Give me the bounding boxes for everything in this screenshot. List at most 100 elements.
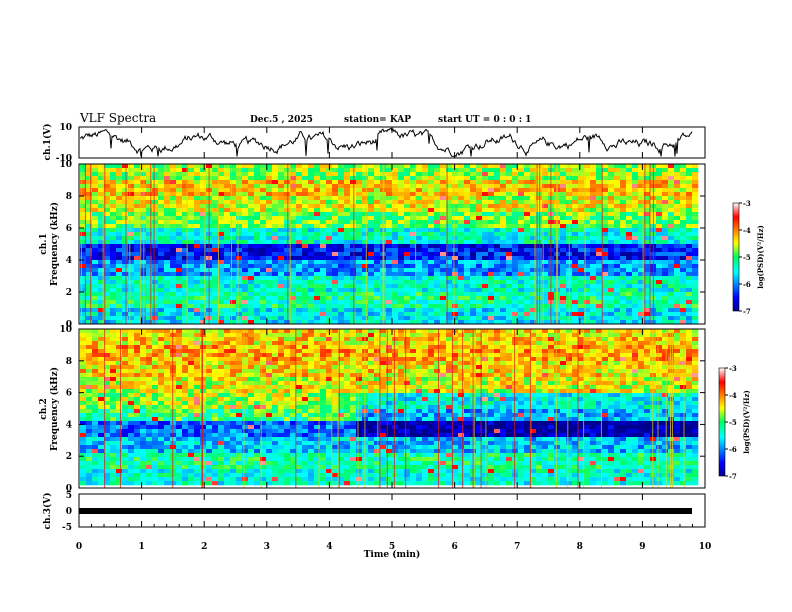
spectrogram-cell — [422, 304, 429, 309]
impulse-streak — [150, 164, 152, 324]
spectrogram-cell — [590, 244, 597, 249]
spectrogram-cell — [572, 180, 579, 185]
spectrogram-cell — [608, 204, 615, 209]
spectrogram-cell — [398, 333, 405, 338]
spectrogram-cell — [596, 333, 603, 338]
spectrogram-cell — [578, 192, 585, 197]
spectrogram-cell — [584, 320, 591, 325]
spectrogram-cell — [446, 216, 453, 221]
spectrogram-cell — [122, 228, 129, 233]
spectrogram-cell — [188, 232, 195, 237]
spectrogram-cell — [584, 240, 591, 245]
spectrogram-cell — [326, 168, 333, 173]
spectrogram-cell — [608, 256, 615, 261]
spectrogram-cell — [248, 164, 255, 169]
spectrogram-cell — [188, 333, 195, 338]
spectrogram-cell — [116, 280, 123, 285]
spectrogram-cell — [422, 172, 429, 177]
spectrogram-cell — [134, 244, 141, 249]
spectrogram-cell — [194, 320, 201, 325]
spectrogram-cell — [392, 240, 399, 245]
spectrogram-cell — [596, 212, 603, 217]
spectrogram-cell — [680, 200, 687, 205]
spectrogram-cell — [596, 345, 603, 350]
spectrogram-cell — [152, 252, 159, 257]
spectrogram-cell — [422, 252, 429, 257]
spectrogram-cell — [596, 196, 603, 201]
spectrogram-cell — [578, 256, 585, 261]
spectrogram-cell — [644, 280, 651, 285]
spectrogram-cell — [110, 212, 117, 217]
spectrogram-cell — [476, 260, 483, 265]
spectrogram-cell — [578, 264, 585, 269]
spectrogram-cell — [158, 248, 165, 253]
spectrogram-cell — [620, 333, 627, 338]
spectrogram-cell — [476, 232, 483, 237]
spectrogram-cell — [134, 304, 141, 309]
spectrogram-cell — [302, 333, 309, 338]
spectrogram-cell — [164, 172, 171, 177]
spectrogram-cell — [248, 284, 255, 289]
spectrogram-cell — [662, 184, 669, 189]
spectrogram-cell — [278, 357, 285, 362]
spectrogram-cell — [614, 341, 621, 346]
spectrogram-cell — [644, 329, 651, 334]
spectrogram-cell — [176, 308, 183, 313]
spectrogram-cell — [428, 329, 435, 334]
spectrogram-cell — [458, 288, 465, 293]
spectrogram-cell — [464, 353, 471, 358]
spectrogram-cell — [188, 228, 195, 233]
spectrogram-cell — [98, 172, 105, 177]
spectrogram-cell — [176, 276, 183, 281]
spectrogram-cell — [242, 188, 249, 193]
spectrogram-cell — [392, 296, 399, 301]
spectrogram-cell — [368, 341, 375, 346]
spectrogram-cell — [440, 333, 447, 338]
spectrogram-cell — [230, 200, 237, 205]
spectrogram-cell — [356, 304, 363, 309]
spectrogram-cell — [218, 184, 225, 189]
spectrogram-cell — [314, 172, 321, 177]
spectrogram-cell — [578, 316, 585, 321]
spectrogram-cell — [374, 345, 381, 350]
spectrogram-cell — [674, 288, 681, 293]
spectrogram-cell — [638, 308, 645, 313]
spectrogram-cell — [668, 200, 675, 205]
spectrogram-cell — [176, 288, 183, 293]
spectrogram-cell — [476, 264, 483, 269]
impulse-streak — [80, 164, 82, 324]
spectrogram-cell — [422, 268, 429, 273]
spectrogram-cell — [476, 312, 483, 317]
spectrogram-cell — [146, 256, 153, 261]
spectrogram-cell — [350, 316, 357, 321]
spectrogram-cell — [152, 329, 159, 334]
spectrogram-cell — [170, 272, 177, 277]
spectrogram-cell — [152, 333, 159, 338]
spectrogram-cell — [194, 308, 201, 313]
spectrogram-cell — [662, 312, 669, 317]
spectrogram-cell — [464, 212, 471, 217]
spectrogram-cell — [122, 312, 129, 317]
spectrogram-cell — [314, 256, 321, 261]
spectrogram-cell — [608, 308, 615, 313]
impulse-streak — [208, 164, 210, 324]
spectrogram-cell — [194, 184, 201, 189]
spectrogram-cell — [86, 172, 93, 177]
spectrogram-cell — [218, 172, 225, 177]
spectrogram-cell — [236, 276, 243, 281]
spectrogram-cell — [188, 264, 195, 269]
spectrogram-cell — [308, 353, 315, 358]
spectrogram-cell — [80, 320, 87, 325]
spectrogram-cell — [164, 341, 171, 346]
spectrogram-cell — [374, 353, 381, 358]
spectrogram-cell — [536, 252, 543, 257]
spectrogram-cell — [98, 204, 105, 209]
spectrogram-cell — [260, 172, 267, 177]
spectrogram-cell — [620, 176, 627, 181]
spectrogram-cell — [686, 272, 693, 277]
impulse-streak — [90, 164, 92, 324]
spectrogram-cell — [464, 316, 471, 321]
spectrogram-cell — [104, 304, 111, 309]
spectrogram-cell — [80, 264, 87, 269]
spectrogram-cell — [326, 308, 333, 313]
